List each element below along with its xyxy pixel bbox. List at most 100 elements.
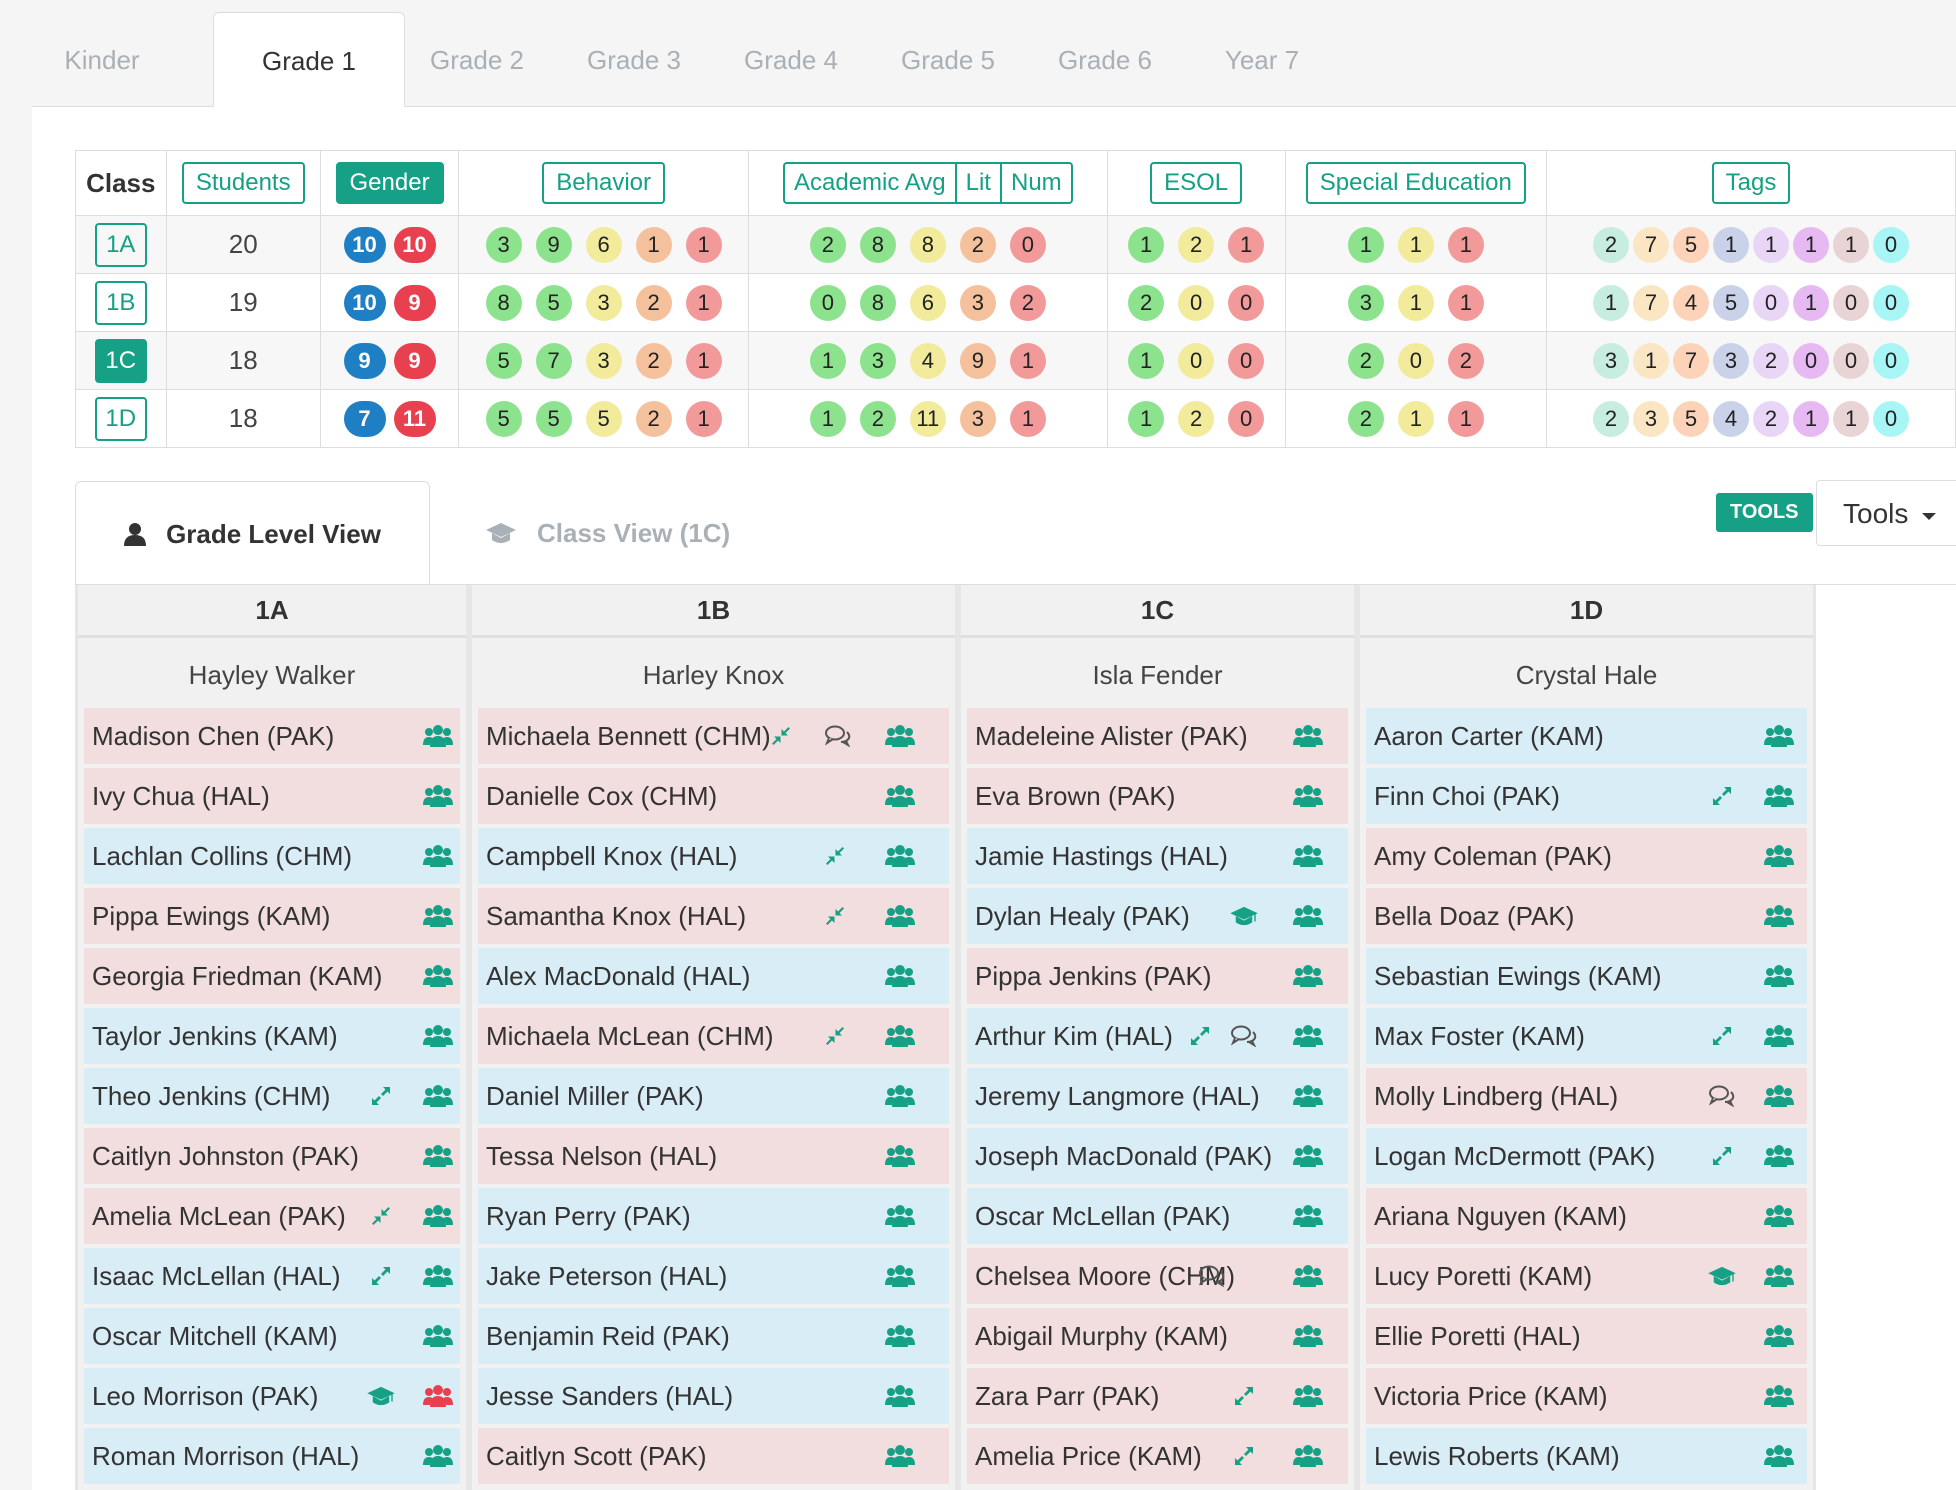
student-card[interactable]: Jamie Hastings (HAL): [967, 828, 1348, 884]
group-icon[interactable]: [884, 888, 916, 944]
special-education-sort-button[interactable]: Special Education: [1305, 162, 1526, 204]
group-icon[interactable]: [1763, 1368, 1795, 1424]
group-icon[interactable]: [1763, 828, 1795, 884]
student-card[interactable]: Danielle Cox (CHM): [478, 768, 949, 824]
student-card[interactable]: Leo Morrison (PAK): [84, 1368, 460, 1424]
group-icon[interactable]: [422, 708, 454, 764]
group-icon[interactable]: [1292, 828, 1324, 884]
student-card[interactable]: Daniel Miller (PAK): [478, 1068, 949, 1124]
student-card[interactable]: Aaron Carter (KAM): [1366, 708, 1807, 764]
student-card[interactable]: Jesse Sanders (HAL): [478, 1368, 949, 1424]
group-icon[interactable]: [1763, 1188, 1795, 1244]
student-card[interactable]: Alex MacDonald (HAL): [478, 948, 949, 1004]
group-icon[interactable]: [422, 1008, 454, 1064]
student-card[interactable]: Michaela McLean (CHM): [478, 1008, 949, 1064]
tab-class-view[interactable]: Class View (1C): [485, 481, 730, 585]
student-card[interactable]: Abigail Murphy (KAM): [967, 1308, 1348, 1364]
student-card[interactable]: Arthur Kim (HAL): [967, 1008, 1348, 1064]
student-card[interactable]: Max Foster (KAM): [1366, 1008, 1807, 1064]
student-card[interactable]: Ryan Perry (PAK): [478, 1188, 949, 1244]
group-icon[interactable]: [1763, 948, 1795, 1004]
academic-avg-button[interactable]: Academic Avg: [785, 164, 957, 202]
gender-sort-button[interactable]: Gender: [335, 162, 444, 204]
group-icon[interactable]: [422, 1368, 454, 1424]
group-icon[interactable]: [884, 1428, 916, 1484]
student-card[interactable]: Caitlyn Johnston (PAK): [84, 1128, 460, 1184]
student-card[interactable]: Amelia McLean (PAK): [84, 1188, 460, 1244]
group-icon[interactable]: [884, 1128, 916, 1184]
group-icon[interactable]: [1763, 1428, 1795, 1484]
grade-tab-grade-6[interactable]: Grade 6: [1058, 45, 1152, 75]
class-button[interactable]: 1B: [94, 280, 147, 325]
student-card[interactable]: Molly Lindberg (HAL): [1366, 1068, 1807, 1124]
student-card[interactable]: Amy Coleman (PAK): [1366, 828, 1807, 884]
students-sort-button[interactable]: Students: [181, 162, 305, 204]
group-icon[interactable]: [1292, 1068, 1324, 1124]
student-card[interactable]: Ivy Chua (HAL): [84, 768, 460, 824]
student-card[interactable]: Dylan Healy (PAK): [967, 888, 1348, 944]
group-icon[interactable]: [1292, 1428, 1324, 1484]
group-icon[interactable]: [884, 1248, 916, 1304]
student-card[interactable]: Madeleine Alister (PAK): [967, 708, 1348, 764]
group-icon[interactable]: [422, 888, 454, 944]
student-card[interactable]: Joseph MacDonald (PAK): [967, 1128, 1348, 1184]
student-card[interactable]: Zara Parr (PAK): [967, 1368, 1348, 1424]
student-card[interactable]: Oscar McLellan (PAK): [967, 1188, 1348, 1244]
group-icon[interactable]: [884, 948, 916, 1004]
grade-tab-grade-1[interactable]: Grade 1: [213, 12, 405, 108]
lit-button[interactable]: Lit: [957, 164, 1002, 202]
group-icon[interactable]: [1292, 708, 1324, 764]
student-card[interactable]: Pippa Jenkins (PAK): [967, 948, 1348, 1004]
student-card[interactable]: Isaac McLellan (HAL): [84, 1248, 460, 1304]
tools-dropdown-button[interactable]: Tools: [1816, 480, 1956, 546]
student-card[interactable]: Roman Morrison (HAL): [84, 1428, 460, 1484]
group-icon[interactable]: [1292, 768, 1324, 824]
group-icon[interactable]: [1763, 768, 1795, 824]
group-icon[interactable]: [1292, 1248, 1324, 1304]
students-header[interactable]: Students: [165, 150, 321, 216]
student-card[interactable]: Eva Brown (PAK): [967, 768, 1348, 824]
student-card[interactable]: Lachlan Collins (CHM): [84, 828, 460, 884]
group-icon[interactable]: [1763, 708, 1795, 764]
class-button[interactable]: 1A: [94, 222, 147, 267]
student-card[interactable]: Theo Jenkins (CHM): [84, 1068, 460, 1124]
comments-icon[interactable]: [1707, 1068, 1737, 1124]
student-card[interactable]: Benjamin Reid (PAK): [478, 1308, 949, 1364]
comments-icon[interactable]: [1229, 1008, 1259, 1064]
student-card[interactable]: Tessa Nelson (HAL): [478, 1128, 949, 1184]
group-icon[interactable]: [1763, 1248, 1795, 1304]
group-icon[interactable]: [884, 828, 916, 884]
student-card[interactable]: Lewis Roberts (KAM): [1366, 1428, 1807, 1484]
esol-sort-button[interactable]: ESOL: [1150, 162, 1243, 204]
student-card[interactable]: Lucy Poretti (KAM): [1366, 1248, 1807, 1304]
group-icon[interactable]: [422, 948, 454, 1004]
grade-tab-kinder[interactable]: Kinder: [64, 45, 140, 75]
group-icon[interactable]: [422, 1308, 454, 1364]
group-icon[interactable]: [1763, 1308, 1795, 1364]
student-card[interactable]: Amelia Price (KAM): [967, 1428, 1348, 1484]
group-icon[interactable]: [884, 1368, 916, 1424]
group-icon[interactable]: [884, 1308, 916, 1364]
grade-tab-grade-5[interactable]: Grade 5: [901, 45, 995, 75]
group-icon[interactable]: [1292, 1008, 1324, 1064]
behavior-sort-button[interactable]: Behavior: [542, 162, 666, 204]
class-button[interactable]: 1D: [94, 396, 147, 441]
group-icon[interactable]: [1292, 1188, 1324, 1244]
student-card[interactable]: Ellie Poretti (HAL): [1366, 1308, 1807, 1364]
grade-tab-grade-2[interactable]: Grade 2: [430, 45, 524, 75]
student-card[interactable]: Jeremy Langmore (HAL): [967, 1068, 1348, 1124]
group-icon[interactable]: [1763, 1068, 1795, 1124]
group-icon[interactable]: [422, 1188, 454, 1244]
group-icon[interactable]: [1763, 1008, 1795, 1064]
group-icon[interactable]: [422, 1128, 454, 1184]
grade-tab-year-7[interactable]: Year 7: [1224, 45, 1300, 75]
group-icon[interactable]: [1763, 1128, 1795, 1184]
grade-tab-grade-3[interactable]: Grade 3: [587, 45, 681, 75]
group-icon[interactable]: [884, 768, 916, 824]
group-icon[interactable]: [1292, 1368, 1324, 1424]
student-card[interactable]: Victoria Price (KAM): [1366, 1368, 1807, 1424]
student-card[interactable]: Jake Peterson (HAL): [478, 1248, 949, 1304]
group-icon[interactable]: [422, 828, 454, 884]
grade-tab-grade-4[interactable]: Grade 4: [744, 45, 838, 75]
student-card[interactable]: Finn Choi (PAK): [1366, 768, 1807, 824]
